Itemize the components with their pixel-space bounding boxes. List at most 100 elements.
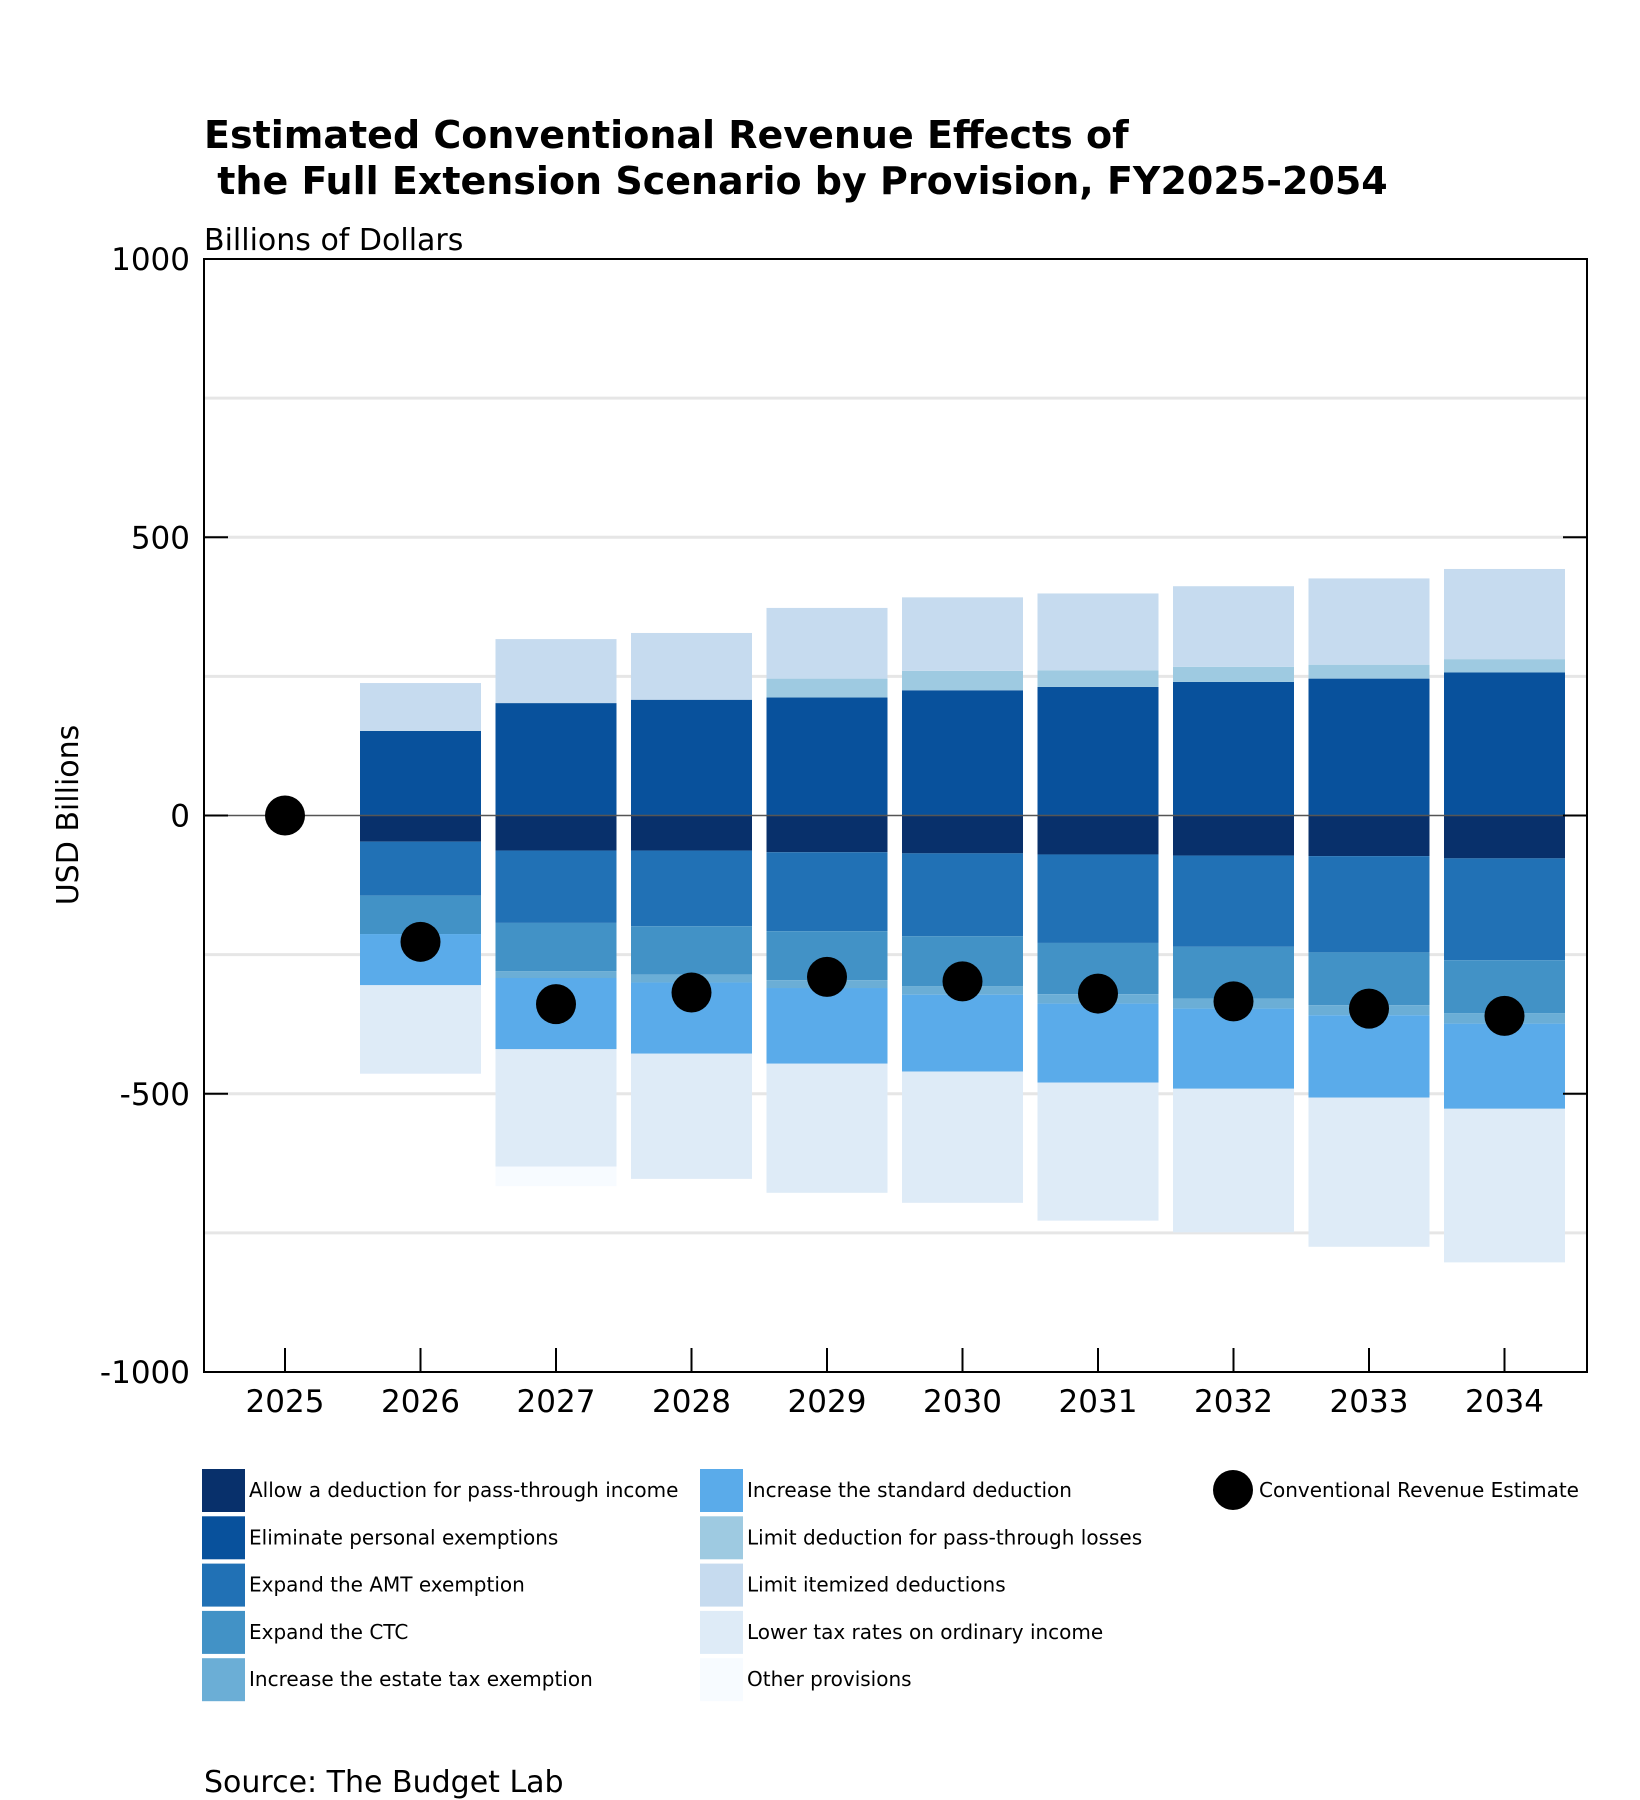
revenue-estimate-point [1213,981,1254,1022]
revenue-estimate-point [265,795,305,836]
legend-swatch [700,1658,743,1702]
bar-segment [495,1049,617,1167]
bar-segment [902,994,1023,1072]
bar-segment [360,985,481,1074]
bar-segment [1444,1108,1565,1263]
x-tick-label: 2033 [1330,1384,1409,1420]
bar-segment [631,815,752,851]
bar-segment [902,597,1023,671]
x-tick-label: 2031 [1059,1384,1138,1420]
bar-segment [1308,1015,1430,1098]
bar-segment [495,639,617,704]
bar-segment [1037,1003,1159,1083]
source-note: Source: The Budget Lab [204,1765,564,1800]
bar-segment [1444,568,1565,660]
x-tick-label: 2032 [1194,1384,1273,1420]
bar-segment [1037,670,1159,687]
bar-segment [766,697,888,816]
chart-title-line2: the Full Extension Scenario by Provision… [204,159,1388,203]
bar-segment [495,703,617,816]
y-axis-ticks: -1000 -500 0 500 1000 [100,242,1587,1391]
bar-segment [1308,815,1430,857]
bar-segment [1308,856,1430,953]
bar-segment [360,683,481,731]
revenue-estimate-point [400,921,441,962]
x-tick-label: 2029 [788,1384,867,1420]
y-axis-label: USD Billions [51,725,86,906]
revenue-estimate-point [1484,995,1525,1036]
bar-segment [1037,854,1159,943]
bar-segment [902,690,1023,816]
bar-segment [1173,1008,1294,1089]
bar-segment [631,850,752,927]
bar-segment [1444,1023,1565,1109]
bar-segment [1308,678,1430,816]
bar-segment [360,841,481,896]
bar-segment [631,1053,752,1179]
legend-swatch [202,1516,245,1560]
legend-swatch [700,1563,743,1607]
bar-segment [766,852,888,932]
bar-segment [1037,815,1159,855]
legend-label: Limit itemized deductions [747,1573,1006,1597]
x-tick-label: 2025 [246,1384,325,1420]
legend-label: Increase the estate tax exemption [249,1667,593,1691]
revenue-estimate-points [265,795,1525,1036]
legend-label: Limit deduction for pass-through losses [747,1525,1142,1549]
bar-segment [766,988,888,1064]
bar-stacks [360,568,1565,1263]
bar-segment [766,678,888,698]
legend-label: Lower tax rates on ordinary income [747,1620,1103,1644]
y-tick-label: -1000 [100,1355,190,1391]
bar-segment [1173,1088,1294,1233]
bar-segment [1444,858,1565,961]
chart-subtitle: Billions of Dollars [204,223,463,258]
chart-title-line1: Estimated Conventional Revenue Effects o… [204,113,1129,157]
legend-marker [1213,1470,1253,1510]
legend-label: Expand the AMT exemption [249,1573,525,1597]
bar-segment [1308,1097,1430,1247]
bar-segment [495,922,617,972]
legend: Allow a deduction for pass-through incom… [202,1469,1579,1702]
bar-segment [1037,593,1159,671]
x-tick-label: 2034 [1465,1384,1544,1420]
x-tick-label: 2026 [381,1384,460,1420]
legend-label: Expand the CTC [249,1620,408,1644]
bar-segment [1037,686,1159,816]
legend-swatch [202,1610,245,1654]
y-tick-label: -500 [120,1077,190,1113]
legend-label: Allow a deduction for pass-through incom… [249,1478,678,1502]
bar-segment [766,1063,888,1193]
bar-segment [360,730,481,816]
legend-label: Increase the standard deduction [747,1478,1072,1502]
bar-segment [1173,586,1294,667]
bar-segment [495,850,617,923]
revenue-estimate-point [1349,988,1389,1029]
revenue-estimate-point [1078,973,1118,1014]
bar-segment [1173,681,1294,816]
bar-segment [631,699,752,816]
x-tick-label: 2028 [652,1384,731,1420]
bar-segment [360,815,481,842]
y-tick-label: 1000 [111,242,190,278]
y-tick-label: 0 [170,799,190,835]
bar-segment [1444,672,1565,816]
bar-segment [495,815,617,851]
x-tick-label: 2027 [517,1384,596,1420]
x-tick-label: 2030 [923,1384,1002,1420]
bar-segment [902,815,1023,854]
bar-segment [1037,1082,1159,1221]
bar-segment [902,670,1023,691]
bar-segment [495,1166,617,1187]
bar-segment [902,853,1023,937]
y-tick-label: 500 [131,520,190,556]
bar-segment [1173,855,1294,947]
bar-segment [631,632,752,700]
bar-segment [495,971,617,978]
revenue-estimate-point [536,984,576,1025]
bar-segment [631,926,752,975]
bar-segment [1173,815,1294,856]
bar-segment [1444,659,1565,673]
bar-segment [1308,664,1430,679]
